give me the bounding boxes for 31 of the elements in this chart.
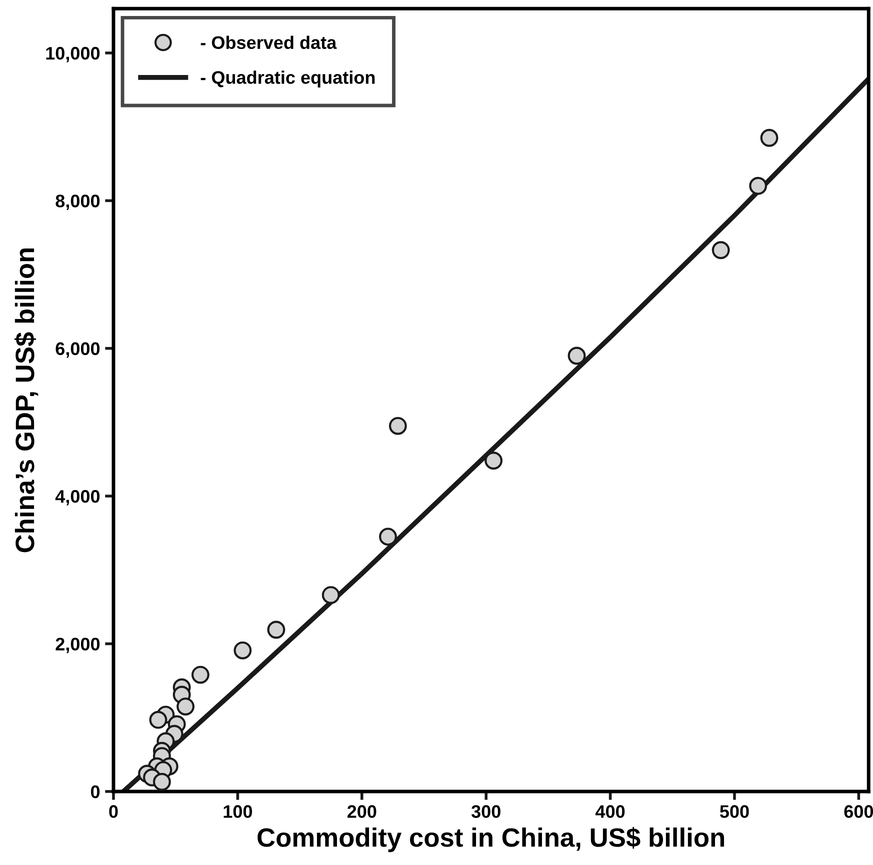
y-tick-label: 0 — [90, 785, 100, 798]
y-tick-label: 10,000 — [46, 46, 100, 62]
y-tick-label: 2,000 — [56, 638, 100, 654]
point — [712, 241, 730, 260]
point — [379, 528, 397, 546]
y-tick-label: 6,000 — [56, 342, 100, 358]
x-tick-label: 0 — [109, 805, 118, 818]
point — [484, 452, 503, 470]
y-tick-label: 4,000 — [55, 490, 100, 506]
legend-label: - Quadratic equation — [200, 70, 375, 88]
point — [388, 416, 407, 435]
point — [149, 710, 168, 729]
point — [176, 698, 194, 716]
x-axis-title: Commodity cost in China, US$ billion — [258, 827, 724, 852]
y-tick-label: 8,000 — [56, 194, 100, 210]
point — [322, 586, 340, 604]
point — [152, 772, 171, 791]
x-tick-label: 500 — [720, 805, 749, 818]
point — [191, 666, 210, 684]
x-tick-label: 300 — [471, 805, 500, 818]
x-tick-label: 200 — [347, 805, 376, 818]
legend-label: - Observed data — [200, 36, 337, 49]
x-tick-label: 100 — [224, 805, 252, 818]
point — [760, 128, 778, 147]
point — [267, 620, 286, 639]
x-tick-label: 400 — [596, 805, 625, 818]
point — [234, 641, 252, 660]
x-tick-label: 600 — [844, 805, 873, 818]
y-axis-title: China’s GDP, US$ billion — [14, 248, 38, 552]
point — [749, 176, 768, 195]
point — [568, 346, 586, 365]
